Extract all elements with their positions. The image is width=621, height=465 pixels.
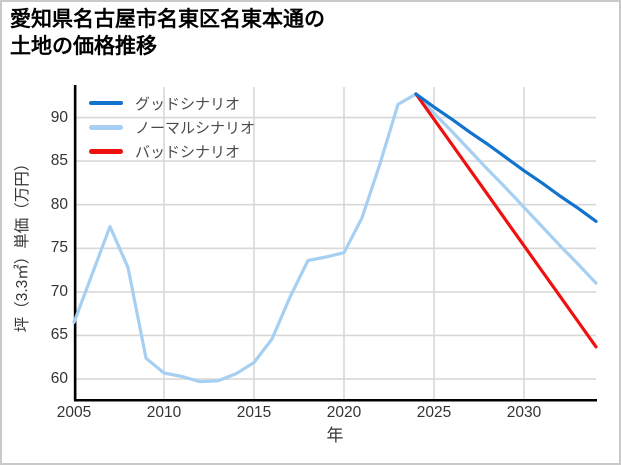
page-title: 愛知県名古屋市名東区名東本通の 土地の価格推移	[10, 8, 325, 58]
legend-swatch-good-scenario	[89, 100, 123, 106]
x-tick-label: 2030	[506, 404, 542, 421]
legend-label-normal-scenario: ノーマルシナリオ	[135, 119, 256, 137]
y-tick-label: 90	[50, 108, 68, 126]
legend-swatch-bad-scenario	[89, 149, 123, 154]
legend-swatch-normal-scenario	[89, 125, 123, 130]
legend-item-good-scenario: グッドシナリオ	[89, 91, 255, 115]
legend-item-normal-scenario: ノーマルシナリオ	[89, 115, 255, 139]
y-tick-label: 65	[50, 326, 68, 344]
series-line-bad-scenario-forecast	[414, 92, 598, 349]
x-tick-label: 2020	[326, 404, 362, 421]
y-tick-label: 75	[50, 239, 68, 257]
y-tick-label: 70	[50, 282, 68, 300]
x-tick-label: 2015	[236, 404, 272, 421]
series-line-good-scenario-forecast	[414, 92, 598, 223]
legend-label-bad-scenario: バッドシナリオ	[135, 144, 241, 162]
x-axis-label: 年	[326, 426, 344, 445]
y-tick-label: 85	[50, 152, 68, 170]
series-line-historical-and-normal-forecast	[72, 92, 598, 384]
legend-item-bad-scenario: バッドシナリオ	[89, 140, 255, 164]
legend-label-good-scenario: グッドシナリオ	[135, 95, 241, 113]
y-axis-label: 坪（3.3㎡）単価（万円）	[14, 155, 31, 333]
x-tick-label: 2025	[416, 404, 452, 421]
y-tick-label: 60	[50, 370, 68, 388]
y-tick-label: 80	[50, 195, 68, 213]
x-tick-label: 2010	[146, 404, 182, 421]
x-tick-label: 2005	[56, 404, 92, 421]
chart-legend: グッドシナリオ ノーマルシナリオ バッドシナリオ	[89, 91, 255, 164]
